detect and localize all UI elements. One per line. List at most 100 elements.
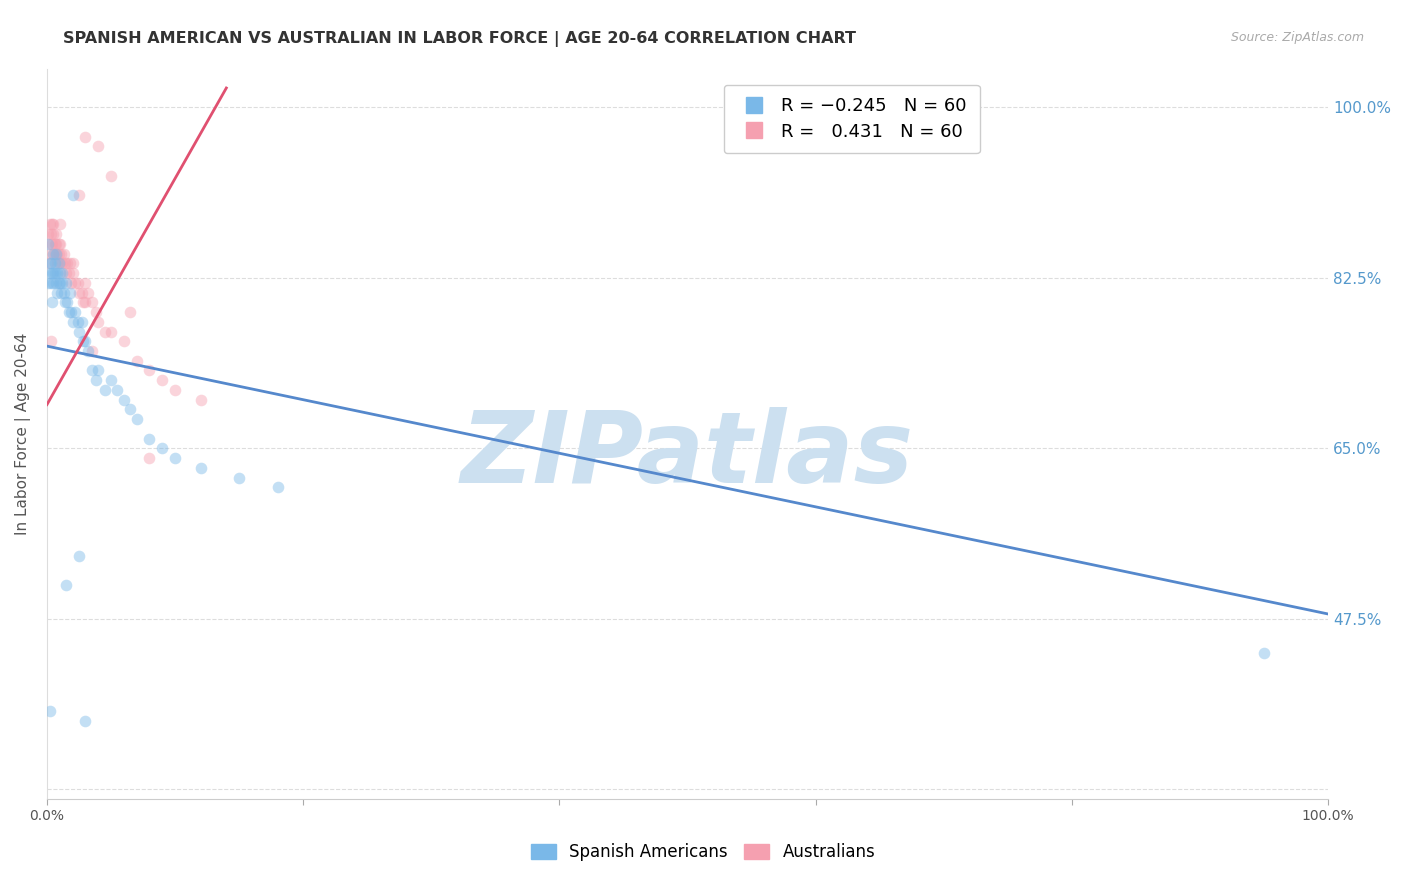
Point xyxy=(52,285,75,300)
Point xyxy=(39,276,62,290)
Point xyxy=(46,256,69,270)
Point xyxy=(112,392,135,407)
Point xyxy=(56,256,79,270)
Point xyxy=(55,578,77,592)
Point xyxy=(48,256,70,270)
Point xyxy=(49,285,72,300)
Point xyxy=(75,276,97,290)
Point xyxy=(48,246,70,260)
Point xyxy=(87,363,110,377)
Point xyxy=(62,188,84,202)
Point xyxy=(75,129,97,144)
Point xyxy=(39,227,62,241)
Point xyxy=(38,266,60,280)
Point xyxy=(125,353,148,368)
Point xyxy=(77,343,100,358)
Point xyxy=(150,442,173,456)
Point xyxy=(45,276,67,290)
Point xyxy=(37,236,59,251)
Point xyxy=(44,266,66,280)
Point xyxy=(138,432,160,446)
Point xyxy=(80,343,103,358)
Point xyxy=(138,363,160,377)
Point xyxy=(49,276,72,290)
Point xyxy=(67,549,90,563)
Point xyxy=(62,315,84,329)
Point xyxy=(72,295,94,310)
Point xyxy=(84,373,107,387)
Point xyxy=(42,266,65,280)
Point xyxy=(165,383,187,397)
Point xyxy=(84,305,107,319)
Point xyxy=(70,285,93,300)
Point xyxy=(67,188,90,202)
Point xyxy=(60,276,83,290)
Point xyxy=(38,218,60,232)
Point xyxy=(37,276,59,290)
Point xyxy=(41,218,63,232)
Point xyxy=(51,266,73,280)
Point xyxy=(49,266,72,280)
Point xyxy=(45,227,67,241)
Point xyxy=(75,334,97,349)
Point xyxy=(59,285,82,300)
Point xyxy=(55,276,77,290)
Point xyxy=(37,256,59,270)
Point xyxy=(44,246,66,260)
Legend: R = −0.245   N = 60, R =   0.431   N = 60: R = −0.245 N = 60, R = 0.431 N = 60 xyxy=(724,85,980,153)
Point xyxy=(138,451,160,466)
Point xyxy=(93,383,115,397)
Point xyxy=(100,169,122,183)
Point xyxy=(67,325,90,339)
Point xyxy=(42,246,65,260)
Point xyxy=(75,295,97,310)
Point xyxy=(49,256,72,270)
Point xyxy=(38,246,60,260)
Point xyxy=(80,363,103,377)
Point xyxy=(53,256,76,270)
Point xyxy=(46,285,69,300)
Point xyxy=(44,236,66,251)
Point xyxy=(107,383,129,397)
Point xyxy=(46,266,69,280)
Point xyxy=(44,256,66,270)
Point xyxy=(266,480,288,494)
Point xyxy=(59,256,82,270)
Point xyxy=(67,285,90,300)
Point xyxy=(48,276,70,290)
Point xyxy=(51,256,73,270)
Point xyxy=(49,218,72,232)
Point xyxy=(66,315,89,329)
Point xyxy=(56,295,79,310)
Point xyxy=(165,451,187,466)
Point xyxy=(120,305,142,319)
Point xyxy=(45,246,67,260)
Point xyxy=(58,266,80,280)
Point xyxy=(42,246,65,260)
Point xyxy=(100,373,122,387)
Point xyxy=(70,315,93,329)
Point xyxy=(53,295,76,310)
Point xyxy=(112,334,135,349)
Point xyxy=(190,461,212,475)
Legend: Spanish Americans, Australians: Spanish Americans, Australians xyxy=(524,837,882,868)
Point xyxy=(77,285,100,300)
Point xyxy=(63,305,86,319)
Point xyxy=(62,266,84,280)
Point xyxy=(66,276,89,290)
Point xyxy=(38,705,60,719)
Point xyxy=(100,325,122,339)
Point xyxy=(46,246,69,260)
Point xyxy=(75,714,97,728)
Point xyxy=(120,402,142,417)
Point xyxy=(58,305,80,319)
Text: SPANISH AMERICAN VS AUSTRALIAN IN LABOR FORCE | AGE 20-64 CORRELATION CHART: SPANISH AMERICAN VS AUSTRALIAN IN LABOR … xyxy=(63,31,856,47)
Point xyxy=(190,392,212,407)
Point xyxy=(62,256,84,270)
Point xyxy=(37,227,59,241)
Point xyxy=(80,295,103,310)
Point xyxy=(42,276,65,290)
Point xyxy=(93,325,115,339)
Point xyxy=(87,139,110,153)
Point xyxy=(51,276,73,290)
